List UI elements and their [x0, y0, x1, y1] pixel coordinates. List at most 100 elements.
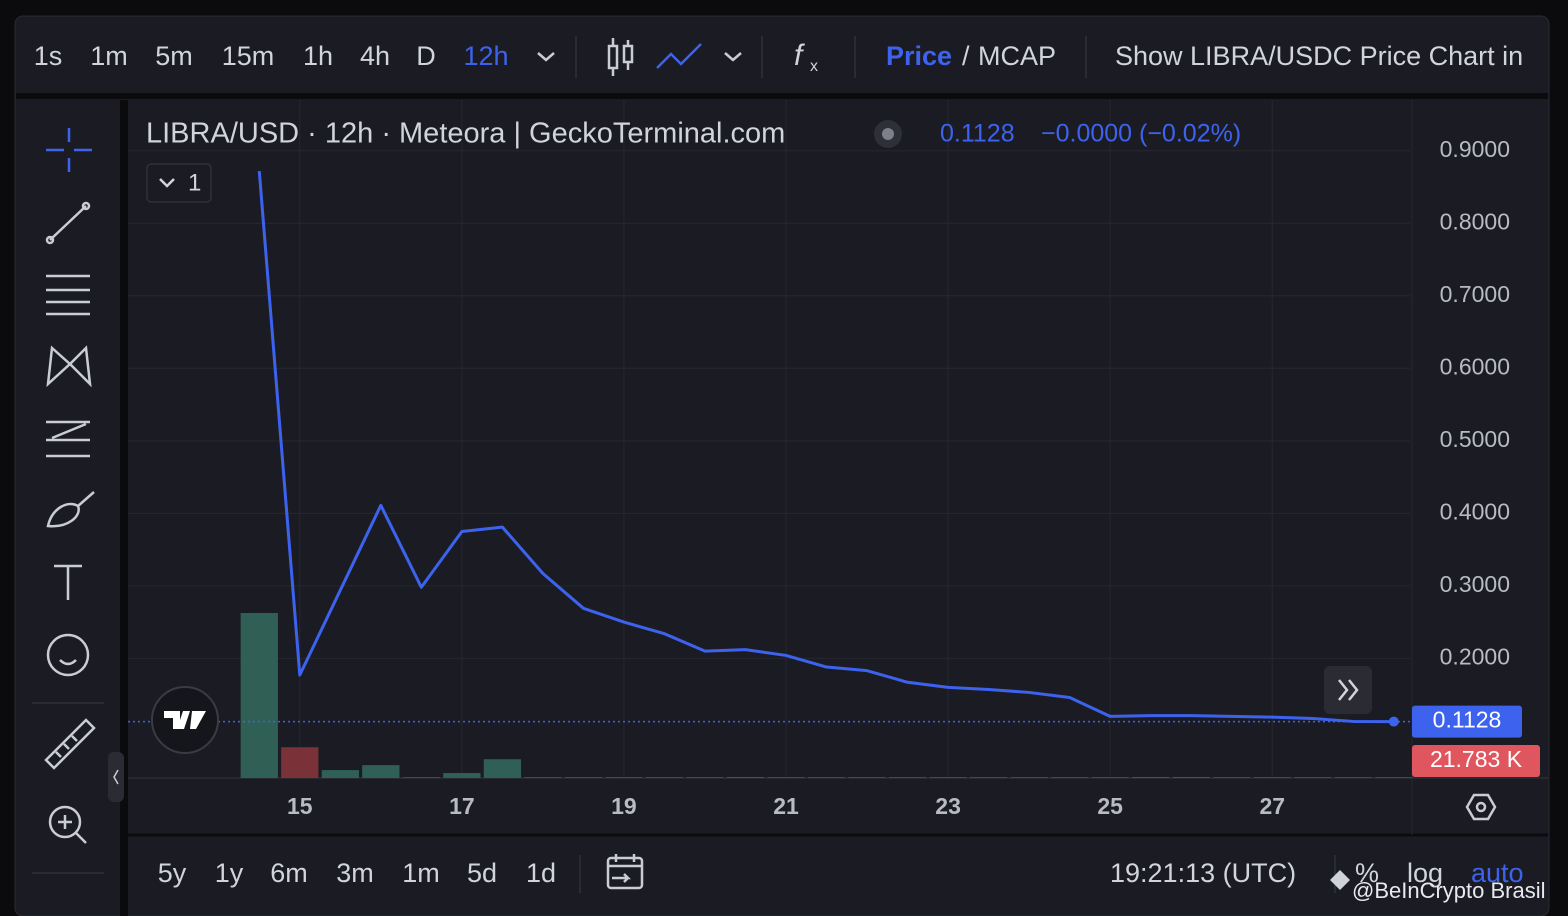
projection-tool[interactable]	[46, 420, 90, 458]
volume-bar	[1172, 777, 1210, 778]
y-tick-label: 0.3000	[1440, 571, 1510, 597]
volume-bar	[524, 777, 562, 778]
y-tick-label: 0.8000	[1440, 208, 1510, 234]
interval-button[interactable]: 4h	[360, 41, 390, 71]
volume-bar	[605, 777, 643, 778]
fx-icon[interactable]: f	[794, 39, 805, 72]
fx-icon[interactable]: x	[810, 58, 818, 75]
collapse-icon	[113, 769, 119, 785]
price-toggle[interactable]: Price	[886, 41, 952, 71]
y-tick-label: 0.2000	[1440, 643, 1510, 669]
volume-badge-label: 21.783 K	[1430, 746, 1523, 772]
watermark: @BeInCrypto Brasil	[1352, 878, 1546, 903]
volume-bar	[402, 777, 440, 778]
interval-button[interactable]: 1m	[90, 41, 128, 71]
y-tick-label: 0.7000	[1440, 281, 1510, 307]
y-tick-label: 0.4000	[1440, 498, 1510, 524]
volume-bar	[1253, 777, 1291, 778]
range-button[interactable]: 1y	[215, 858, 244, 888]
trendline-tool[interactable]	[49, 205, 87, 241]
line-icon[interactable]	[656, 43, 702, 69]
separator-text: /	[962, 41, 970, 71]
volume-bar	[929, 777, 967, 778]
indicator-chevron	[159, 178, 175, 188]
volume-bar	[726, 777, 765, 778]
watermark-logo	[1330, 870, 1350, 890]
pattern-tool[interactable]	[46, 345, 92, 388]
zoom-tool[interactable]	[48, 805, 82, 839]
range-button[interactable]: 6m	[270, 858, 308, 888]
volume-bar	[888, 777, 927, 778]
x-tick-label: 15	[287, 793, 313, 819]
volume-badge	[1412, 745, 1540, 777]
toolbar: f x Price / MCAP Show LIBRA/USDC Price C…	[34, 36, 1523, 78]
volume-bar	[645, 777, 684, 778]
x-tick-label: 19	[611, 793, 637, 819]
brush-tool[interactable]	[46, 491, 95, 528]
percent-toggle[interactable]: %	[1355, 858, 1379, 888]
volume-bar	[848, 777, 886, 778]
footer: 19:21:13 (UTC) % log auto @BeInCrypto Br…	[158, 854, 1546, 903]
volume-bar	[1375, 777, 1413, 778]
volume-bar	[362, 765, 400, 778]
range-button[interactable]: 1d	[526, 858, 556, 888]
price-change: −0.0000 (−0.02%)	[1041, 120, 1241, 148]
chart-title: LIBRA/USD · 12h · Meteora | GeckoTermina…	[146, 118, 785, 150]
range-button[interactable]: 5d	[467, 858, 497, 888]
volume-bar	[767, 777, 805, 778]
scroll-icon	[1338, 679, 1359, 701]
interval-button[interactable]: 12h	[463, 41, 508, 71]
settings-icon	[1475, 801, 1487, 813]
clock: 19:21:13 (UTC)	[1110, 858, 1296, 888]
last-price: 0.1128	[940, 120, 1015, 148]
show-pair[interactable]: Show LIBRA/USDC Price Chart in	[1115, 41, 1523, 71]
volume-bar	[1213, 777, 1251, 778]
collapse-button[interactable]	[108, 752, 124, 802]
settings-icon[interactable]	[1465, 793, 1497, 821]
range-button[interactable]: 3m	[336, 858, 374, 888]
x-tick-label: 27	[1259, 793, 1285, 819]
y-tick-label: 0.6000	[1440, 353, 1510, 379]
x-tick-label: 21	[773, 793, 799, 819]
volume-bar	[240, 613, 278, 778]
range-button[interactable]: 1m	[402, 858, 440, 888]
date-range-icon[interactable]	[606, 854, 644, 890]
range-button[interactable]: 5y	[158, 858, 187, 888]
mcap-toggle[interactable]: MCAP	[978, 41, 1056, 71]
y-tick-label: 0.5000	[1440, 426, 1510, 452]
plot: 0.2000 0.3000 0.4000 0.5000 0.6000 0.7000 0.80…	[128, 100, 1548, 835]
volume-bar	[1132, 777, 1170, 778]
volume-bar	[1334, 777, 1372, 778]
volume-bar	[564, 777, 603, 778]
interval-button[interactable]: 15m	[222, 41, 275, 71]
volume-bar	[321, 770, 359, 778]
candle-icon[interactable]	[607, 38, 634, 76]
fib-tool[interactable]	[46, 274, 90, 316]
log-toggle[interactable]: log	[1407, 858, 1443, 888]
logo-mark	[164, 711, 206, 729]
dropdown-icon[interactable]	[537, 52, 555, 62]
interval-button[interactable]: 5m	[155, 41, 193, 71]
volume-bar	[1294, 777, 1332, 778]
indicator-toggle[interactable]	[146, 163, 212, 203]
emoji-tool[interactable]	[46, 633, 90, 677]
interval-button[interactable]: 1h	[303, 41, 333, 71]
volume-bar	[807, 777, 846, 778]
volume-bar	[443, 773, 481, 778]
status-dot	[882, 128, 894, 140]
x-tick-label: 23	[935, 793, 961, 819]
ruler-tool[interactable]	[44, 718, 96, 770]
volume-bar	[1051, 777, 1089, 778]
crosshair-tool[interactable]	[46, 128, 92, 172]
text-tool[interactable]	[54, 564, 82, 600]
volume-bar	[281, 747, 319, 778]
dropdown-icon[interactable]	[724, 52, 742, 62]
interval-button[interactable]: D	[416, 41, 436, 71]
volume-bar	[1010, 777, 1048, 778]
interval-button[interactable]: 1s	[34, 41, 63, 71]
frame	[14, 15, 1550, 916]
price-badge	[1412, 705, 1522, 738]
auto-toggle[interactable]: auto	[1471, 858, 1524, 888]
y-tick-label: 0.9000	[1440, 136, 1510, 162]
